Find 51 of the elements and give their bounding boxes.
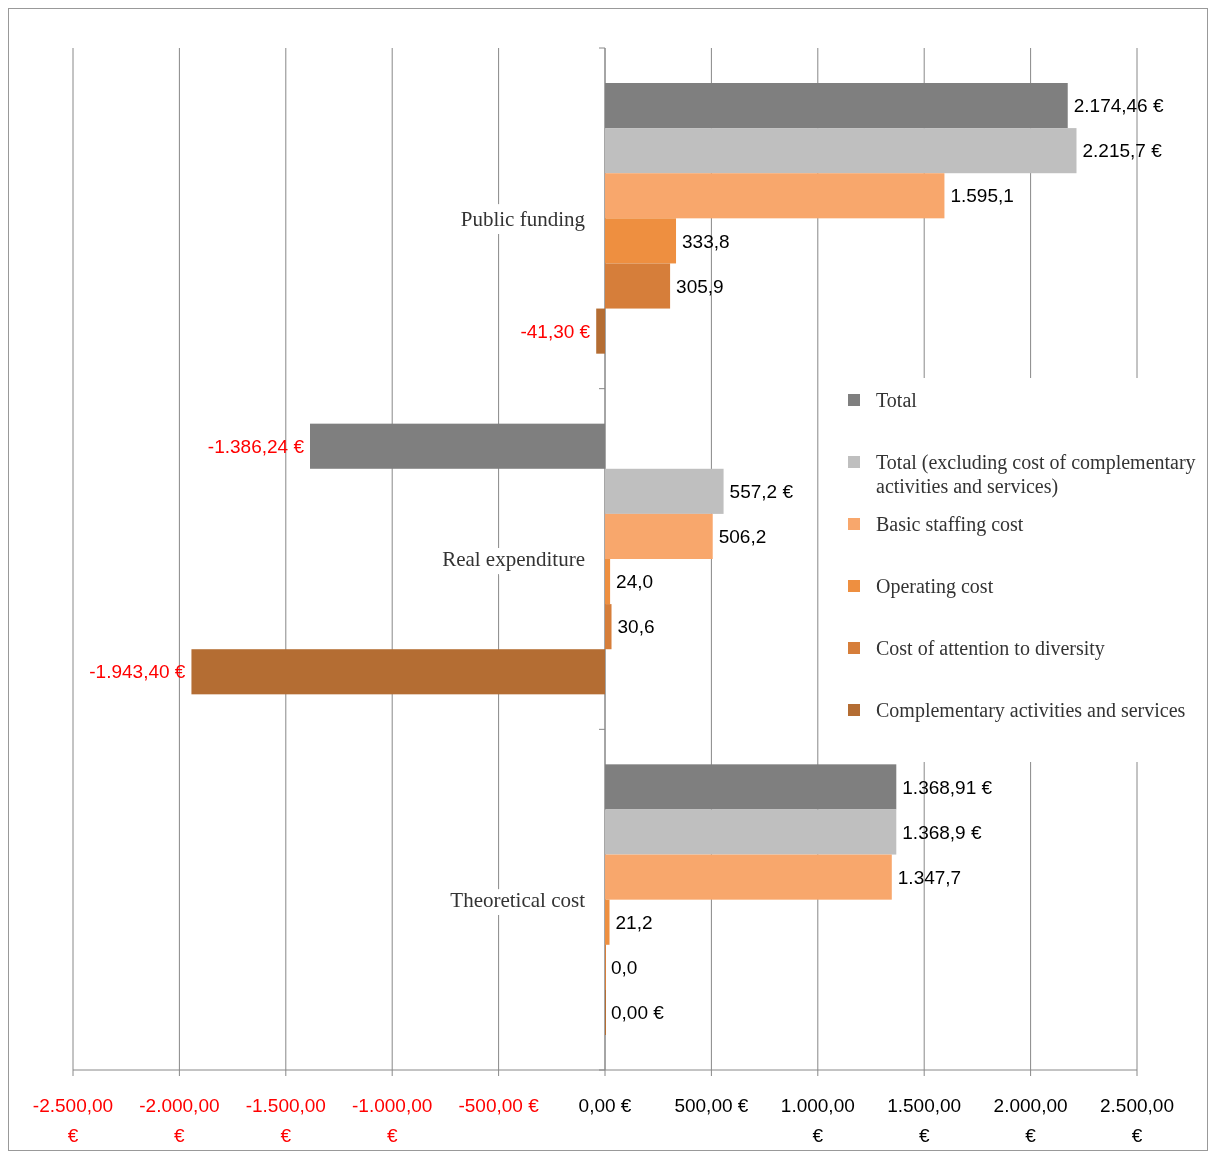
data-label: 0,00 €: [611, 1002, 665, 1024]
bar: [191, 649, 605, 695]
bar: [596, 308, 605, 354]
x-tick-label: 2.500,00 €: [1100, 1095, 1174, 1146]
data-label: 21,2: [615, 911, 653, 933]
x-tick-label: -1.000,00 €: [352, 1095, 433, 1146]
y-tick-label: Public funding: [460, 206, 586, 231]
x-tick-label: 0,00 €: [578, 1095, 632, 1116]
bar: [605, 173, 945, 219]
x-tick-label: -2.500,00 €: [32, 1095, 114, 1146]
data-label: -1.943,40 €: [89, 661, 186, 683]
bar: [605, 128, 1077, 174]
data-label: 2.174,46 €: [1073, 95, 1164, 117]
x-tick-label: -2.000,00 €: [139, 1095, 220, 1146]
data-label: 1.595,1: [950, 185, 1014, 207]
data-label: 1.368,9 €: [902, 821, 982, 843]
legend-label: Basic staffing cost: [876, 513, 1024, 536]
x-tick-label: 1.000,00 €: [780, 1095, 855, 1146]
x-tick-label: -1.500,00 €: [245, 1095, 326, 1146]
data-label: 2.215,7 €: [1082, 140, 1163, 162]
legend-label: Cost of attention to diversity: [876, 637, 1105, 660]
bar: [605, 263, 671, 309]
bar: [605, 899, 610, 945]
y-tick-label: Real expenditure: [442, 547, 585, 572]
data-label: 333,8: [682, 230, 730, 252]
bar: [605, 468, 724, 514]
data-label: -1.386,24 €: [207, 435, 305, 457]
data-label: 1.347,7: [897, 866, 962, 888]
legend-label: Total: [876, 389, 918, 411]
bar: [605, 604, 612, 650]
data-label: 24,0: [616, 571, 654, 593]
bar: [605, 809, 897, 855]
x-tick-label: 2.000,00 €: [993, 1095, 1068, 1146]
y-tick-label: Theoretical cost: [450, 888, 586, 913]
legend-label: Complementary activities and services: [876, 699, 1186, 722]
bar: [605, 218, 677, 264]
data-label: 1.368,91 €: [902, 776, 993, 798]
bar: [605, 513, 713, 559]
bar: [605, 854, 892, 900]
x-tick-label: 500,00 €: [674, 1095, 749, 1116]
data-label: 30,6: [617, 616, 655, 638]
legend-label: Total (excluding cost of complementary activities and services): [876, 451, 1196, 498]
data-label: -41,30 €: [520, 320, 591, 342]
data-label: 557,2 €: [729, 480, 794, 502]
legend-label: Operating cost: [876, 575, 994, 598]
data-label: 506,2: [718, 526, 767, 548]
data-label: 305,9: [676, 275, 724, 297]
bar: [605, 559, 611, 605]
data-label: 0,0: [611, 956, 638, 978]
x-tick-label: 1.500,00 €: [887, 1095, 962, 1146]
x-tick-label: -500,00 €: [458, 1095, 540, 1116]
